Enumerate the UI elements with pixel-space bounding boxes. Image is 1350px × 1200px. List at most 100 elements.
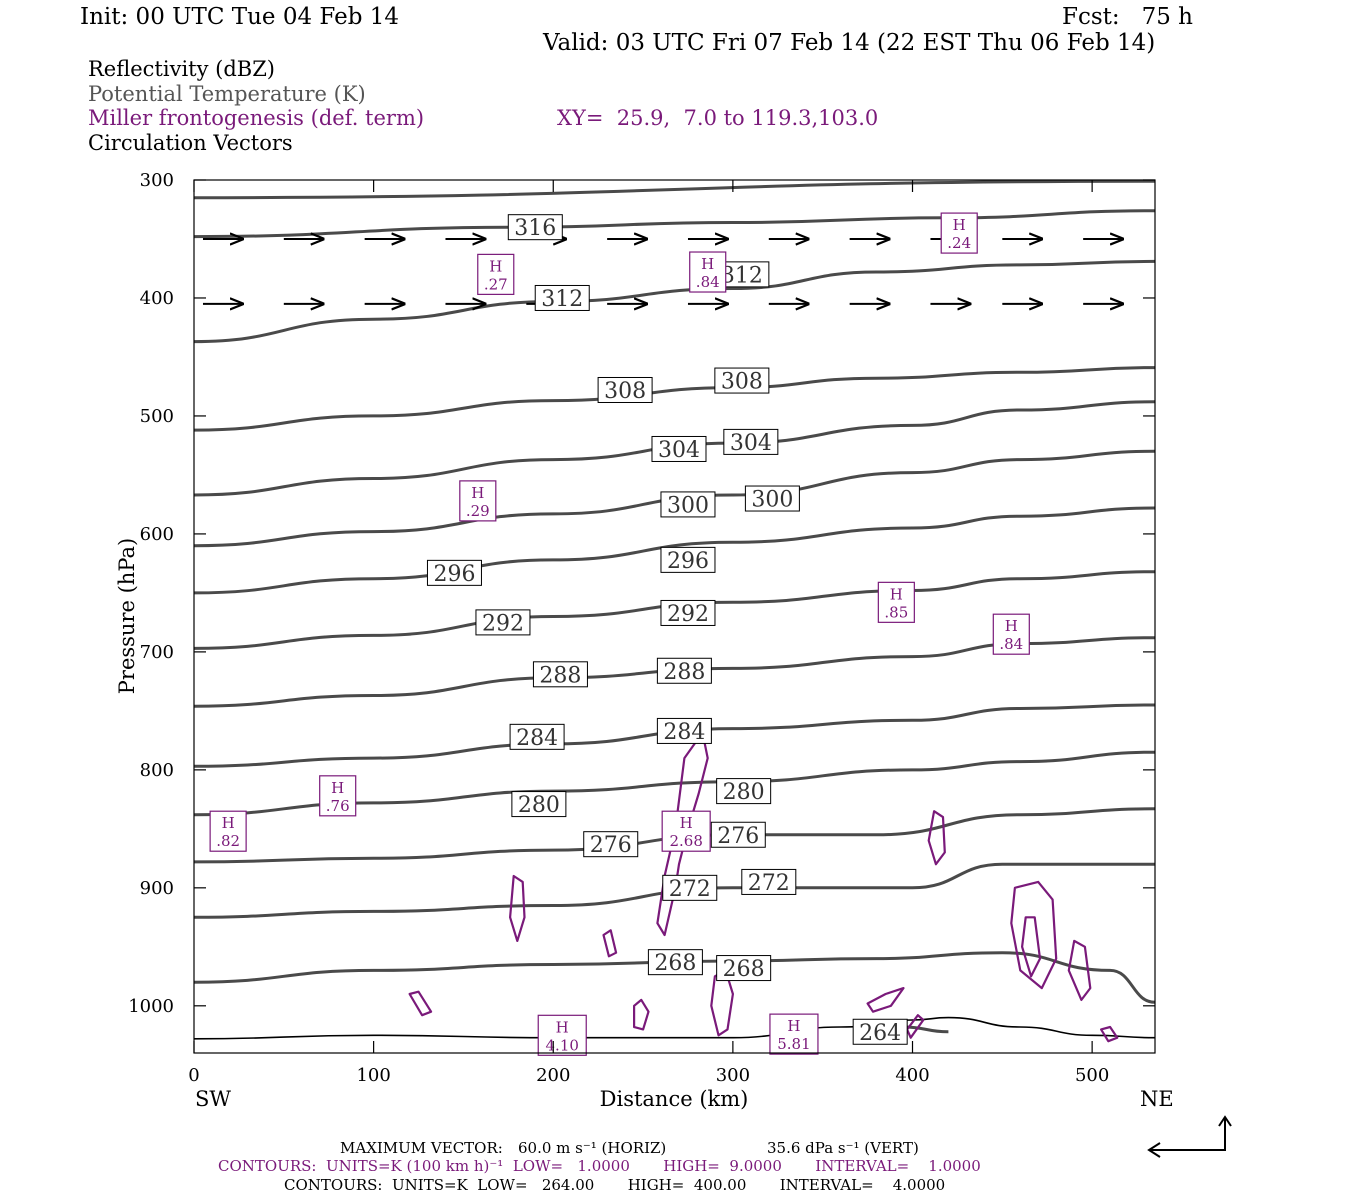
contour-label-box <box>744 485 800 512</box>
miller-max-label: H <box>1005 617 1018 635</box>
contour-label: 304 <box>730 431 772 456</box>
contour-label: 296 <box>667 549 709 574</box>
forecast-hour: Fcst: 75 h <box>1062 4 1193 30</box>
theta-contour-320 <box>193 179 1156 200</box>
miller-max-box <box>992 613 1030 655</box>
contour-label: 292 <box>667 602 709 627</box>
x-right-end-label: NE <box>1140 1087 1174 1111</box>
contour-label-box <box>647 949 703 976</box>
y-tick-label: 800 <box>140 760 174 781</box>
contour-label: 272 <box>748 871 790 896</box>
miller-max-label: H <box>680 814 693 832</box>
contour-label-box <box>534 284 590 311</box>
contour-label: 272 <box>669 877 711 902</box>
contour-label: 300 <box>751 488 793 513</box>
theta-contour-312 <box>193 259 1156 344</box>
miller-contour-8 <box>633 998 650 1031</box>
miller-contour-3 <box>927 810 946 866</box>
contour-label: 288 <box>539 663 581 688</box>
x-axis-label: Distance (km) <box>600 1087 749 1111</box>
miller-contour-2 <box>509 874 526 942</box>
legend-miller-frontogenesis: Miller frontogenesis (def. term) <box>88 106 425 130</box>
contour-label-box <box>507 214 563 241</box>
contour-label: 276 <box>590 833 632 858</box>
contour-label-box <box>660 491 716 518</box>
miller-contour-11 <box>866 987 905 1013</box>
contour-label: 268 <box>654 951 696 976</box>
contour-label-box <box>741 868 797 895</box>
y-tick-label: 300 <box>140 170 174 191</box>
contour-label: 284 <box>663 720 705 745</box>
contour-label-box <box>426 559 482 586</box>
terrain-line <box>193 1016 1156 1040</box>
miller-max-value: .76 <box>326 797 350 815</box>
miller-max-label: H <box>331 779 344 797</box>
contour-label: 280 <box>723 780 765 805</box>
miller-max-value: .24 <box>947 234 971 252</box>
contour-label-box <box>716 955 772 982</box>
max-vector-label: MAXIMUM VECTOR: <box>340 1139 503 1157</box>
miller-max-box <box>661 810 711 852</box>
miller-contour-12 <box>906 1014 925 1039</box>
y-tick-label: 600 <box>140 524 174 545</box>
contour-label-box <box>660 599 716 626</box>
contour-label-box <box>852 1018 908 1045</box>
miller-max-label: H <box>222 814 235 832</box>
y-tick-label: 900 <box>140 878 174 899</box>
contour-label: 300 <box>667 493 709 518</box>
y-axis-label: Pressure (hPa) <box>115 538 139 694</box>
miller-max-value: .85 <box>884 603 908 621</box>
contour-label: 292 <box>482 611 524 636</box>
miller-max-box <box>319 775 357 817</box>
theta-contour-296 <box>193 506 1156 595</box>
theta-contour-316 <box>193 209 1156 239</box>
miller-max-value: .27 <box>484 275 508 293</box>
x-tick-label: 0 <box>188 1065 199 1086</box>
miller-contour-13 <box>1100 1025 1119 1043</box>
miller-max-box <box>769 1013 819 1055</box>
y-tick-label: 1000 <box>128 996 174 1017</box>
miller-contour-spec: CONTOURS: UNITS=K (100 km h)⁻¹ LOW= 1.00… <box>218 1157 981 1175</box>
miller-max-value: 5.81 <box>777 1035 810 1053</box>
contour-label: 264 <box>859 1021 901 1046</box>
miller-max-box <box>209 810 247 852</box>
valid-time: Valid: 03 UTC Fri 07 Feb 14 (22 EST Thu … <box>543 30 1156 56</box>
miller-max-label: H <box>489 257 502 275</box>
contour-label-box <box>511 791 567 818</box>
contour-label: 268 <box>723 957 765 982</box>
miller-contour-9 <box>408 990 433 1017</box>
miller-max-label: H <box>890 585 903 603</box>
contour-label-box <box>716 778 772 805</box>
contour-label-box <box>656 717 712 744</box>
contour-label: 280 <box>518 793 560 818</box>
miller-max-label: H <box>556 1018 569 1036</box>
max-vector-horizontal: 60.0 m s⁻¹ (HORIZ) <box>518 1139 667 1157</box>
miller-max-box <box>477 253 515 295</box>
x-tick-label: 200 <box>536 1065 570 1086</box>
contour-label: 308 <box>604 379 646 404</box>
contour-label-box <box>651 435 707 462</box>
miller-max-value: .84 <box>696 273 720 291</box>
max-vector-vertical: 35.6 dPa s⁻¹ (VERT) <box>767 1139 919 1157</box>
legend-reflectivity: Reflectivity (dBZ) <box>88 57 276 81</box>
contour-label-box <box>710 821 766 848</box>
contour-label: 288 <box>663 660 705 685</box>
miller-contour-5 <box>1021 916 1042 978</box>
theta-contour-280 <box>193 750 1156 817</box>
miller-max-box <box>877 581 915 623</box>
miller-contour-4 <box>1010 880 1058 990</box>
contour-label-box <box>475 609 531 636</box>
miller-max-value: .82 <box>216 832 240 850</box>
reference-vector-icon <box>1147 1115 1232 1158</box>
contour-label: 312 <box>721 263 763 288</box>
y-tick-label: 400 <box>140 288 174 309</box>
plot-frame <box>193 179 1156 1054</box>
contour-label: 308 <box>721 370 763 395</box>
contour-label: 276 <box>717 824 759 849</box>
miller-max-label: H <box>471 484 484 502</box>
miller-max-label: H <box>953 216 966 234</box>
contour-label: 304 <box>658 438 700 463</box>
legend-circulation-vectors: Circulation Vectors <box>88 131 293 155</box>
contour-label-box <box>723 428 779 455</box>
contour-label-box <box>714 367 770 394</box>
